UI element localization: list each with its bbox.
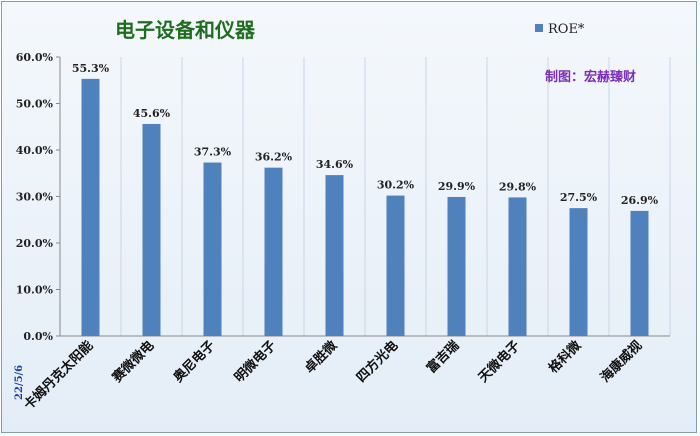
category-label: 明微电子	[231, 338, 279, 386]
category-label: 四方光电	[353, 338, 401, 386]
category-label: 奥尼电子	[170, 338, 218, 386]
category-label: 卓胜微	[301, 337, 341, 377]
data-label: 29.9%	[438, 180, 476, 193]
data-label: 34.6%	[316, 158, 354, 171]
legend-label: ROE*	[548, 22, 585, 37]
data-label: 55.3%	[72, 62, 110, 75]
bar	[203, 162, 222, 336]
bar	[142, 123, 161, 337]
data-label: 37.3%	[194, 146, 232, 159]
bar	[325, 175, 344, 336]
bar	[447, 196, 466, 336]
y-tick-label: 10.0%	[16, 284, 54, 297]
bar	[81, 78, 100, 336]
category-label: 海康威视	[597, 338, 645, 386]
data-label: 30.2%	[377, 179, 415, 192]
y-tick-label: 60.0%	[16, 51, 54, 64]
y-tick-label: 40.0%	[16, 144, 54, 157]
bar	[264, 167, 283, 336]
category-label: 富吉瑞	[423, 338, 462, 377]
data-label: 45.6%	[133, 107, 171, 120]
date-annotation: 22/5/6	[14, 365, 25, 400]
bar	[630, 210, 649, 336]
data-label: 27.5%	[560, 191, 598, 204]
data-label: 29.8%	[499, 180, 537, 193]
bar-layer	[81, 78, 649, 337]
category-label: 天微电子	[475, 338, 523, 386]
data-label: 26.9%	[621, 194, 659, 207]
category-label: 卡姆丹克太阳能	[21, 338, 97, 414]
legend-swatch	[535, 24, 543, 32]
chart-title: 电子设备和仪器	[115, 18, 256, 42]
y-tick-label: 20.0%	[16, 237, 54, 250]
category-label: 格科微	[545, 337, 585, 377]
credit-annotation: 制图：宏赫臻财	[545, 69, 636, 85]
y-tick-label: 0.0%	[23, 330, 53, 343]
y-tick-label: 30.0%	[16, 191, 54, 204]
category-label: 赛微微电	[109, 338, 158, 387]
axis-layer: 0.0% 10.0% 20.0% 30.0% 40.0% 50.0% 60.0%	[16, 51, 670, 343]
bar	[386, 195, 405, 336]
bar	[508, 197, 527, 336]
data-label: 36.2%	[255, 151, 293, 164]
y-tick-label: 50.0%	[16, 98, 54, 111]
bar	[569, 208, 588, 336]
